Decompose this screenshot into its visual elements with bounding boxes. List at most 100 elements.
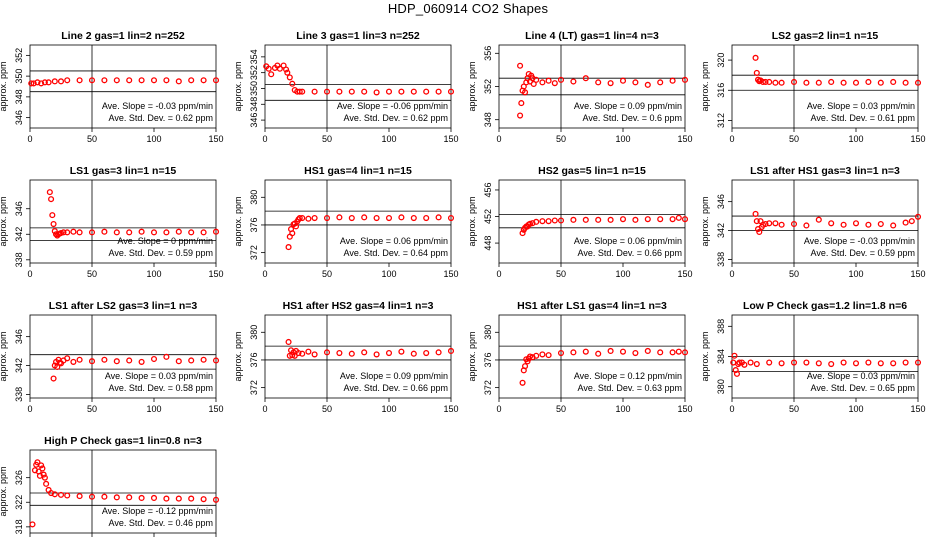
data-point: [790, 78, 798, 86]
y-tick-label: 346: [14, 201, 24, 216]
data-point: [163, 353, 170, 360]
data-point: [188, 495, 195, 502]
data-point: [41, 474, 48, 481]
data-point: [336, 214, 343, 221]
data-point: [268, 71, 275, 78]
data-point: [778, 360, 785, 367]
data-point: [348, 350, 355, 357]
data-point: [669, 349, 676, 356]
data-point: [410, 350, 417, 357]
data-point: [265, 65, 272, 72]
slope-annotation: Ave. Slope = 0.06 ppm/min: [340, 236, 448, 246]
data-point: [435, 349, 442, 356]
y-tick-label: 338: [14, 387, 24, 402]
data-point: [840, 79, 847, 86]
data-point: [51, 78, 58, 85]
data-point: [212, 77, 220, 84]
plot-frame: [29, 314, 217, 399]
x-tick-label: 50: [322, 404, 332, 414]
std-dev-annotation: Ave. Std. Dev. = 0.46 ppm: [109, 518, 213, 528]
plot-frame: [731, 44, 919, 129]
y-axis-label: approx. ppm: [700, 61, 710, 111]
y-axis-label: approx. ppm: [0, 331, 8, 381]
data-point: [902, 219, 909, 226]
data-point: [657, 349, 664, 356]
data-point: [435, 88, 442, 95]
data-point: [752, 54, 759, 61]
std-dev-annotation: Ave. Std. Dev. = 0.62 ppm: [344, 113, 448, 123]
data-point: [88, 493, 96, 500]
x-tick-label: 150: [677, 269, 692, 279]
x-tick-label: 100: [146, 269, 161, 279]
data-point: [285, 338, 292, 346]
data-point: [840, 359, 847, 366]
x-tick-label: 0: [27, 134, 32, 144]
data-point: [828, 220, 835, 227]
data-point: [890, 222, 897, 229]
data-point: [299, 214, 306, 222]
data-point: [163, 229, 170, 236]
y-axis-label: approx. ppm: [0, 61, 8, 111]
x-tick-label: 100: [381, 404, 396, 414]
std-dev-annotation: Ave. Std. Dev. = 0.64 ppm: [344, 248, 448, 258]
data-point: [289, 230, 296, 237]
data-point: [521, 363, 529, 370]
data-point: [828, 360, 835, 368]
data-point: [747, 359, 754, 366]
chart-title: LS1 after HS1 gas=3 lin=1 n=3: [750, 165, 900, 177]
y-tick-label: 380: [716, 379, 726, 394]
data-point: [138, 494, 145, 502]
data-point: [582, 348, 589, 355]
y-tick-label: 356: [483, 46, 493, 61]
data-point: [753, 360, 760, 368]
std-dev-annotation: Ave. Std. Dev. = 0.58 ppm: [109, 383, 213, 393]
x-tick-label: 50: [556, 269, 566, 279]
data-point: [150, 494, 158, 502]
data-point: [632, 349, 639, 357]
data-point: [150, 355, 158, 363]
data-point: [373, 214, 380, 222]
chart-panel-13: High P Check gas=1 lin=0.8 n=3 approx. pp…: [0, 435, 224, 545]
y-tick-label: 380: [249, 190, 259, 205]
data-point: [447, 88, 455, 95]
data-point: [34, 459, 41, 466]
plot-frame: [264, 44, 452, 129]
x-tick-label: 150: [443, 134, 458, 144]
data-point: [76, 77, 83, 84]
data-point: [778, 79, 785, 86]
plot-frame: [264, 179, 452, 264]
data-point: [545, 77, 552, 84]
data-point: [519, 379, 526, 386]
x-tick-label: 0: [729, 134, 734, 144]
x-tick-label: 100: [381, 269, 396, 279]
data-point: [539, 218, 546, 225]
data-point: [64, 492, 71, 499]
data-point: [284, 69, 291, 76]
data-point: [790, 220, 798, 228]
data-point: [852, 220, 860, 227]
data-point: [551, 80, 558, 87]
data-point: [410, 88, 417, 95]
slope-annotation: Ave. Slope = 0.09 ppm/min: [574, 101, 682, 111]
data-point: [840, 221, 847, 228]
data-point: [126, 357, 133, 364]
data-point: [54, 363, 61, 371]
y-tick-label: 342: [716, 223, 726, 238]
std-dev-annotation: Ave. Std. Dev. = 0.63 ppm: [578, 383, 682, 393]
data-point: [200, 356, 207, 363]
data-point: [644, 216, 651, 223]
data-point: [877, 220, 884, 228]
y-tick-label: 354: [249, 49, 259, 64]
data-point: [285, 244, 292, 251]
data-point: [447, 214, 455, 222]
data-point: [57, 491, 65, 498]
y-axis-label: approx. ppm: [467, 196, 477, 246]
data-point: [902, 79, 909, 86]
data-point: [533, 352, 540, 359]
x-tick-label: 100: [848, 134, 863, 144]
data-point: [51, 228, 58, 235]
data-point: [76, 356, 83, 363]
data-point: [373, 351, 380, 358]
plot-frame: [731, 179, 919, 264]
data-point: [36, 472, 43, 479]
